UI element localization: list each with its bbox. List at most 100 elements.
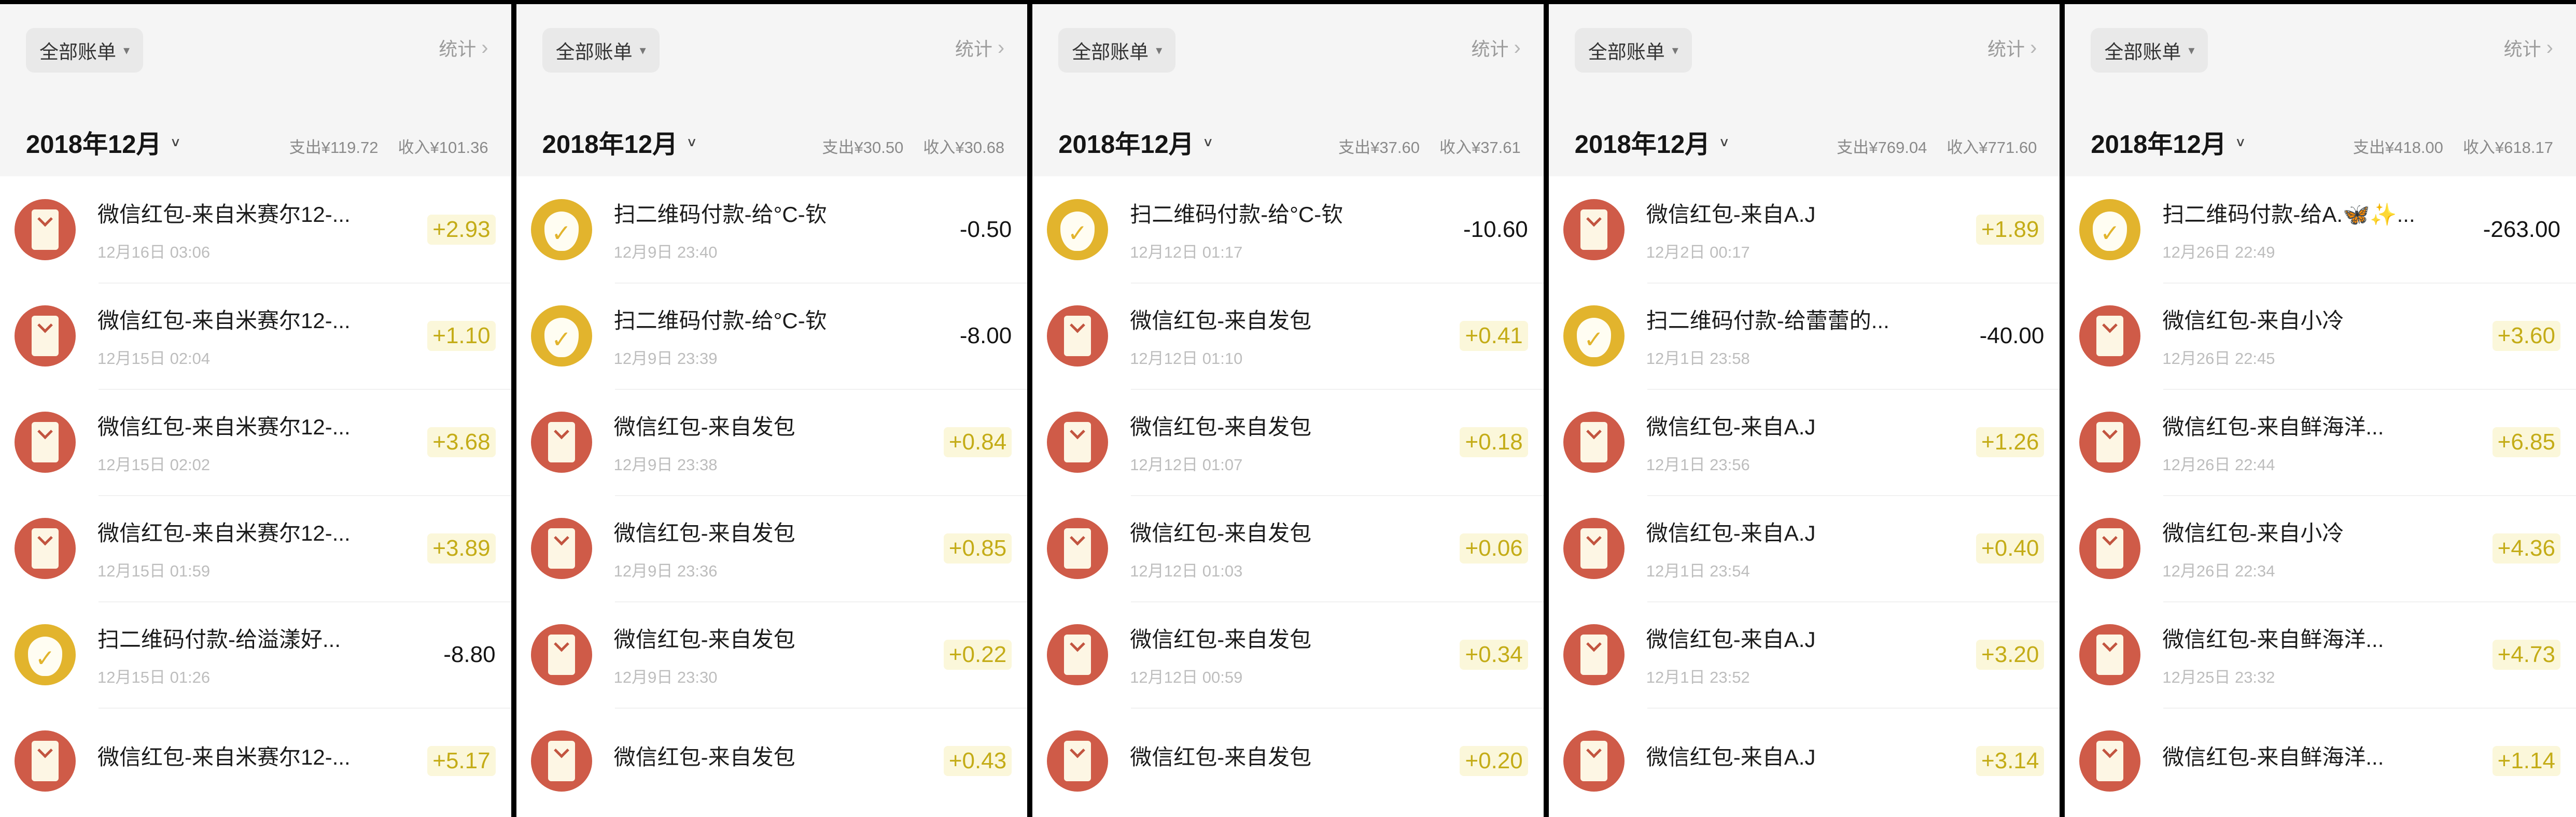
transaction-row[interactable]: 微信红包-来自米赛尔12-... 12月16日 03:06 +2.93 xyxy=(0,176,511,283)
statistics-link[interactable]: 统计 › xyxy=(955,34,1004,61)
transaction-info: 微信红包-来自A.J xyxy=(1646,740,1966,782)
transaction-date: 12月12日 01:10 xyxy=(1130,349,1243,368)
transaction-info: 微信红包-来自发包 12月12日 01:07 xyxy=(1130,410,1449,475)
transaction-row[interactable]: 微信红包-来自鲜海洋... 12月25日 23:32 +4.73 xyxy=(2065,601,2576,708)
transaction-row[interactable]: 微信红包-来自发包 12月12日 00:59 +0.34 xyxy=(1032,601,1544,708)
statistics-link[interactable]: 统计 › xyxy=(1987,34,2037,61)
transaction-row[interactable]: 微信红包-来自小冷 12月26日 22:45 +3.60 xyxy=(2065,283,2576,389)
bill-panel: 全部账单 ▾ 统计 › 2018年12月 ∨ 支出¥418.00 收入¥618.… xyxy=(2065,4,2576,817)
transaction-row[interactable]: 微信红包-来自A.J 12月1日 23:52 +3.20 xyxy=(1549,601,2060,708)
red-envelope-icon xyxy=(1047,730,1109,792)
expense-total: 支出¥37.60 xyxy=(1338,138,1420,157)
income-total: 收入¥618.17 xyxy=(2462,138,2553,157)
transaction-amount: -0.50 xyxy=(959,216,1012,242)
all-bills-filter-button[interactable]: 全部账单 ▾ xyxy=(1058,28,1176,73)
transaction-info: 微信红包-来自鲜海洋... 12月26日 22:44 xyxy=(2162,410,2482,475)
transaction-row[interactable]: 微信红包-来自发包 +0.43 xyxy=(516,708,1028,814)
transaction-row[interactable]: 扫二维码付款-给°C-钦 12月9日 23:39 -8.00 xyxy=(516,283,1028,389)
month-selector[interactable]: 2018年12月 ∨ xyxy=(2091,124,2246,161)
transaction-title: 微信红包-来自鲜海洋... xyxy=(2162,627,2384,652)
transaction-title: 微信红包-来自小冷 xyxy=(2162,308,2344,333)
transaction-row[interactable]: 扫二维码付款-给°C-钦 12月9日 23:40 -0.50 xyxy=(516,176,1028,283)
transaction-amount: +2.93 xyxy=(427,214,496,245)
chevron-right-icon: › xyxy=(997,36,1005,59)
chevron-right-icon: › xyxy=(1514,36,1521,59)
transaction-row[interactable]: 微信红包-来自A.J 12月2日 00:17 +1.89 xyxy=(1549,176,2060,283)
all-bills-filter-button[interactable]: 全部账单 ▾ xyxy=(26,28,144,73)
transaction-row[interactable]: 微信红包-来自A.J +3.14 xyxy=(1549,708,2060,814)
transaction-row[interactable]: 微信红包-来自A.J 12月1日 23:54 +0.40 xyxy=(1549,495,2060,601)
transaction-title: 微信红包-来自发包 xyxy=(1130,520,1312,545)
month-selector[interactable]: 2018年12月 ∨ xyxy=(1575,124,1730,161)
chevron-down-icon: ▾ xyxy=(123,43,130,58)
transaction-amount: +0.84 xyxy=(943,427,1012,457)
all-bills-filter-button[interactable]: 全部账单 ▾ xyxy=(542,28,660,73)
statistics-link[interactable]: 统计 › xyxy=(1471,34,1520,61)
expense-total: 支出¥30.50 xyxy=(822,138,904,157)
transaction-info: 微信红包-来自米赛尔12-... 12月15日 02:04 xyxy=(97,303,417,369)
transaction-row[interactable]: 微信红包-来自米赛尔12-... 12月15日 02:04 +1.10 xyxy=(0,283,511,389)
transaction-date: 12月9日 23:40 xyxy=(613,243,718,261)
all-bills-filter-label: 全部账单 xyxy=(555,41,633,63)
month-selector[interactable]: 2018年12月 ∨ xyxy=(1058,124,1213,161)
month-selector[interactable]: 2018年12月 ∨ xyxy=(542,124,697,161)
red-envelope-icon xyxy=(530,730,592,792)
transaction-date: 12月26日 22:34 xyxy=(2162,561,2275,580)
transaction-row[interactable]: 微信红包-来自米赛尔12-... 12月15日 02:02 +3.68 xyxy=(0,389,511,495)
transaction-row[interactable]: 扫二维码付款-给溢漾好... 12月15日 01:26 -8.80 xyxy=(0,601,511,708)
transaction-row[interactable]: 微信红包-来自A.J 12月1日 23:56 +1.26 xyxy=(1549,389,2060,495)
transaction-row[interactable]: 微信红包-来自发包 12月12日 01:07 +0.18 xyxy=(1032,389,1544,495)
transaction-date: 12月15日 01:26 xyxy=(97,668,211,686)
transaction-row[interactable]: 微信红包-来自小冷 12月26日 22:34 +4.36 xyxy=(2065,495,2576,601)
all-bills-filter-button[interactable]: 全部账单 ▾ xyxy=(1574,28,1692,73)
month-selector[interactable]: 2018年12月 ∨ xyxy=(26,124,181,161)
red-envelope-icon xyxy=(15,199,76,260)
statistics-link[interactable]: 统计 › xyxy=(439,34,488,61)
transaction-title: 微信红包-来自米赛尔12-... xyxy=(97,520,351,545)
transaction-row[interactable]: 微信红包-来自米赛尔12-... +5.17 xyxy=(0,708,511,814)
red-envelope-icon xyxy=(1047,517,1109,579)
transaction-row[interactable]: 微信红包-来自鲜海洋... +1.14 xyxy=(2065,708,2576,814)
all-bills-filter-button[interactable]: 全部账单 ▾ xyxy=(2091,28,2208,73)
transaction-row[interactable]: 微信红包-来自米赛尔12-... 12月15日 01:59 +3.89 xyxy=(0,495,511,601)
transaction-title: 微信红包-来自米赛尔12-... xyxy=(97,308,351,333)
transaction-amount: +0.41 xyxy=(1460,320,1528,351)
transaction-row[interactable]: 微信红包-来自发包 12月12日 01:03 +0.06 xyxy=(1032,495,1544,601)
transaction-amount: +0.40 xyxy=(1976,533,2045,564)
money-bag-icon xyxy=(2079,199,2141,260)
transaction-amount: +3.68 xyxy=(427,427,496,457)
transaction-title: 微信红包-来自A.J xyxy=(1646,627,1816,652)
month-label: 2018年12月 xyxy=(26,131,162,159)
transaction-amount: +0.06 xyxy=(1460,533,1528,564)
transaction-amount: +6.85 xyxy=(2492,427,2560,457)
transaction-title: 扫二维码付款-给A.🦋✨... xyxy=(2162,202,2415,227)
transaction-date: 12月25日 23:32 xyxy=(2162,668,2275,686)
transaction-row[interactable]: 微信红包-来自发包 +0.20 xyxy=(1032,708,1544,814)
transaction-row[interactable]: 扫二维码付款-给A.🦋✨... 12月26日 22:49 -263.00 xyxy=(2065,176,2576,283)
transaction-date: 12月9日 23:38 xyxy=(613,455,718,474)
expense-total: 支出¥119.72 xyxy=(289,138,379,157)
transaction-row[interactable]: 微信红包-来自发包 12月12日 01:10 +0.41 xyxy=(1032,283,1544,389)
red-envelope-icon xyxy=(1563,730,1625,792)
transaction-title: 微信红包-来自小冷 xyxy=(2162,520,2344,545)
transaction-date: 12月9日 23:36 xyxy=(613,561,718,580)
month-row: 2018年12月 ∨ 支出¥30.50 收入¥30.68 xyxy=(542,124,1005,161)
transaction-row[interactable]: 扫二维码付款-给°C-钦 12月12日 01:17 -10.60 xyxy=(1032,176,1544,283)
transaction-date: 12月1日 23:56 xyxy=(1646,455,1750,474)
red-envelope-icon xyxy=(2079,624,2141,685)
transaction-row[interactable]: 扫二维码付款-给蕾蕾的... 12月1日 23:58 -40.00 xyxy=(1549,283,2060,389)
chevron-down-icon: ▾ xyxy=(2188,43,2195,58)
transaction-amount: +1.26 xyxy=(1976,427,2045,457)
transaction-info: 微信红包-来自米赛尔12-... 12月15日 02:02 xyxy=(97,410,417,475)
transaction-amount: +1.14 xyxy=(2492,745,2560,776)
transaction-row[interactable]: 微信红包-来自鲜海洋... 12月26日 22:44 +6.85 xyxy=(2065,389,2576,495)
transaction-row[interactable]: 微信红包-来自发包 12月9日 23:30 +0.22 xyxy=(516,601,1028,708)
transaction-date: 12月26日 22:49 xyxy=(2162,243,2275,261)
transaction-row[interactable]: 微信红包-来自发包 12月9日 23:38 +0.84 xyxy=(516,389,1028,495)
all-bills-filter-label: 全部账单 xyxy=(1072,41,1149,63)
chevron-right-icon: › xyxy=(2546,36,2553,59)
transaction-row[interactable]: 微信红包-来自发包 12月9日 23:36 +0.85 xyxy=(516,495,1028,601)
transaction-title: 微信红包-来自发包 xyxy=(613,627,795,652)
statistics-link[interactable]: 统计 › xyxy=(2504,34,2553,61)
transaction-date: 12月15日 02:04 xyxy=(97,349,211,368)
